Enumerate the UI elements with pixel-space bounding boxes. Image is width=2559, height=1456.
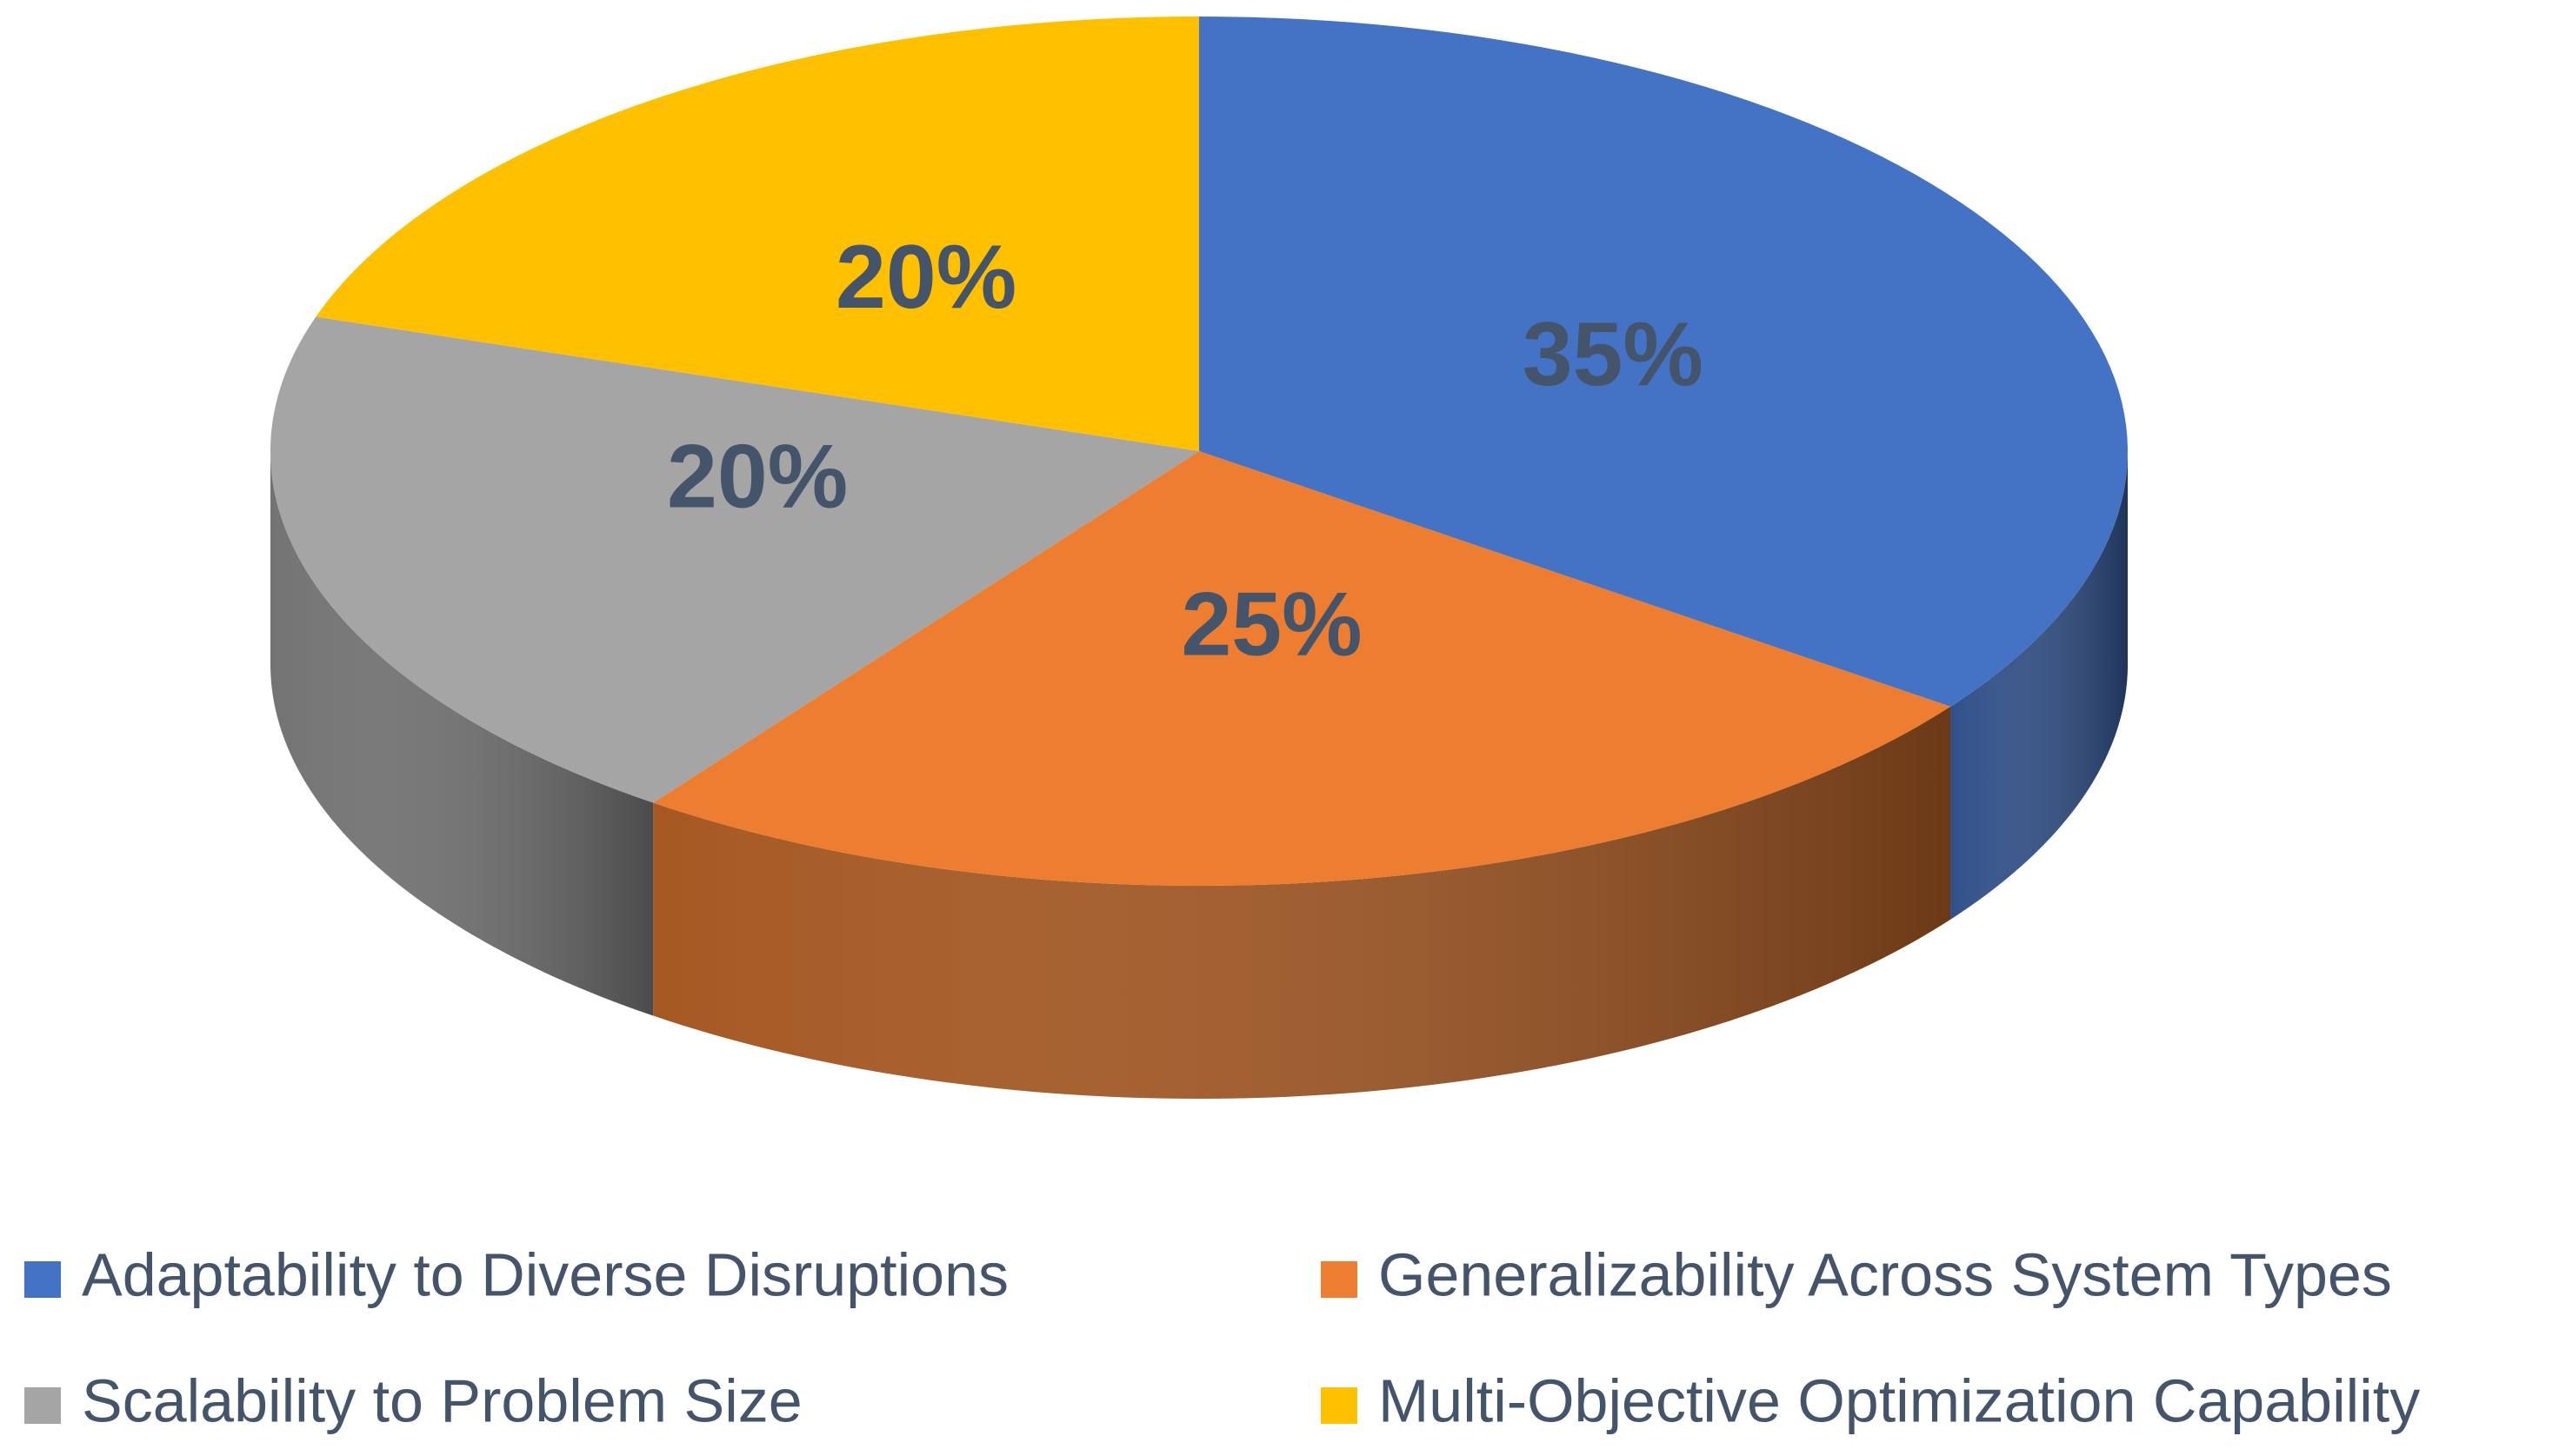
slice [653, 451, 1951, 886]
slice [1199, 17, 2128, 707]
slice-side-shade [270, 451, 654, 1016]
legend-swatch [24, 1387, 61, 1424]
slice-side-shade [653, 706, 1951, 1099]
data-label: 25% [1181, 574, 1362, 675]
data-label: 20% [836, 227, 1016, 328]
slice [270, 316, 1199, 803]
data-label: 35% [1523, 304, 1703, 405]
data-label: 20% [667, 427, 848, 528]
legend-swatch [1321, 1387, 1357, 1424]
legend-swatch [24, 1261, 61, 1298]
slice-side-shade [1950, 451, 2128, 920]
legend-label: Generalizability Across System Types [1378, 1240, 2392, 1308]
legend-label: Multi-Objective Optimization Capability [1378, 1366, 2420, 1434]
legend-label: Adaptability to Diverse Disruptions [82, 1240, 1009, 1308]
slice [316, 17, 1200, 451]
legend-label: Scalability to Problem Size [82, 1366, 803, 1434]
legend-swatch [1321, 1261, 1357, 1298]
